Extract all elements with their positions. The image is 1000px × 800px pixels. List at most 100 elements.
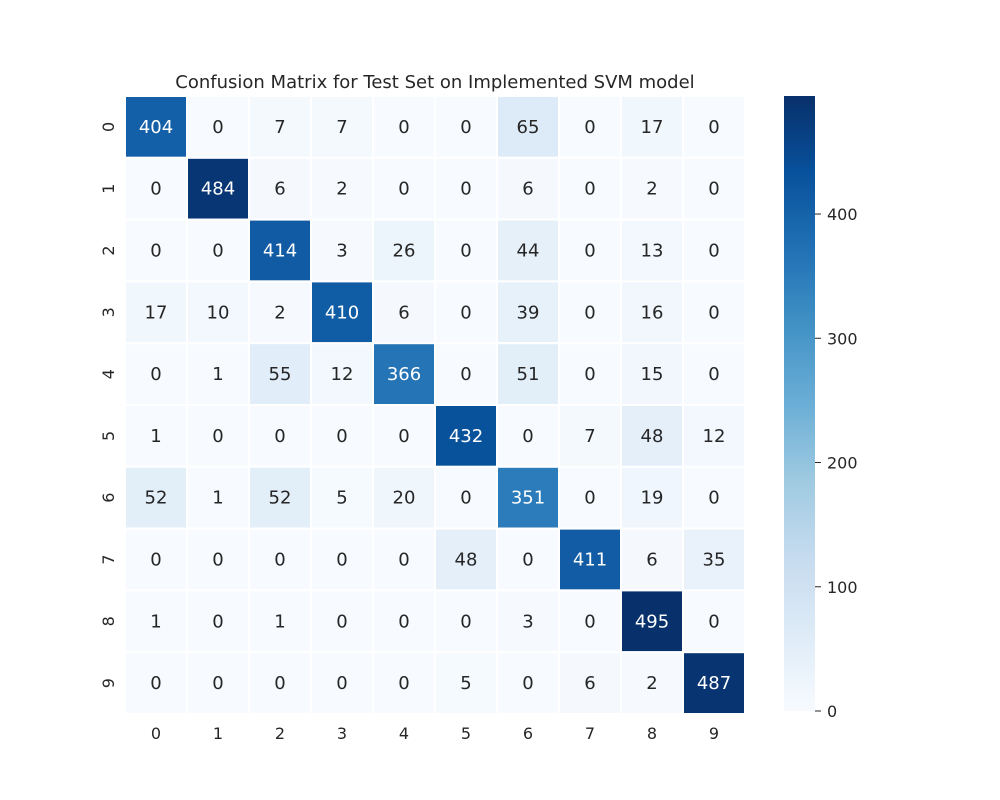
heatmap-cell xyxy=(124,589,188,654)
cell-value-label: 0 xyxy=(150,241,161,262)
cell-value-label: 48 xyxy=(455,550,478,571)
heatmap-cell xyxy=(434,651,498,716)
cell-value-label: 0 xyxy=(460,179,471,200)
cell-value-label: 7 xyxy=(336,117,347,138)
cell-value-label: 2 xyxy=(274,302,285,323)
cell-value-label: 5 xyxy=(336,488,347,509)
cell-value-label: 2 xyxy=(336,179,347,200)
cell-value-label: 0 xyxy=(584,179,595,200)
cell-value-label: 0 xyxy=(584,241,595,262)
cell-value-label: 0 xyxy=(584,302,595,323)
heatmap-cell xyxy=(558,465,622,530)
x-tick-label: 6 xyxy=(523,724,533,743)
cell-value-label: 404 xyxy=(139,117,173,138)
cell-value-label: 0 xyxy=(708,241,719,262)
y-tick-label: 1 xyxy=(99,184,118,194)
cell-value-label: 0 xyxy=(336,673,347,694)
cell-value-label: 52 xyxy=(269,488,292,509)
cell-value-label: 12 xyxy=(703,426,726,447)
heatmap-cell xyxy=(682,342,746,407)
colorbar-tick-label: 0 xyxy=(827,702,837,721)
heatmap-cell xyxy=(496,280,560,345)
cell-value-label: 2 xyxy=(646,673,657,694)
heatmap-cell xyxy=(496,651,560,716)
x-tick-label: 5 xyxy=(461,724,471,743)
cell-value-label: 351 xyxy=(511,488,545,509)
x-tick-label: 0 xyxy=(151,724,161,743)
cell-value-label: 0 xyxy=(460,241,471,262)
cell-value-label: 484 xyxy=(201,179,235,200)
cell-value-label: 495 xyxy=(635,611,669,632)
heatmap-cell xyxy=(558,651,622,716)
cell-value-label: 0 xyxy=(460,611,471,632)
heatmap-cell xyxy=(682,527,746,592)
cell-value-label: 13 xyxy=(641,241,664,262)
cell-value-label: 7 xyxy=(584,426,595,447)
y-tick-label: 6 xyxy=(99,493,118,503)
cell-value-label: 0 xyxy=(150,550,161,571)
cell-value-label: 0 xyxy=(398,117,409,138)
cell-value-label: 2 xyxy=(646,179,657,200)
heatmap-cell xyxy=(434,95,498,159)
x-tick-label: 7 xyxy=(585,724,595,743)
x-tick-label: 8 xyxy=(647,724,657,743)
cell-value-label: 0 xyxy=(398,179,409,200)
cell-value-label: 0 xyxy=(212,426,223,447)
heatmap-cell xyxy=(434,280,498,345)
heatmap-cell xyxy=(620,527,684,592)
cell-value-label: 1 xyxy=(150,426,161,447)
cell-value-label: 17 xyxy=(145,302,168,323)
cell-value-label: 0 xyxy=(708,302,719,323)
cell-value-label: 6 xyxy=(274,179,285,200)
cell-value-label: 0 xyxy=(274,426,285,447)
cell-value-label: 0 xyxy=(708,488,719,509)
x-tick-label: 2 xyxy=(275,724,285,743)
cell-value-label: 411 xyxy=(573,550,607,571)
heatmap-cell xyxy=(496,218,560,283)
heatmap-cell xyxy=(248,218,312,283)
cell-value-label: 48 xyxy=(641,426,664,447)
cell-value-label: 26 xyxy=(393,241,416,262)
cell-value-label: 0 xyxy=(212,611,223,632)
y-tick-label: 4 xyxy=(99,369,118,379)
cell-value-label: 0 xyxy=(150,673,161,694)
y-axis-ticks: 0 1 2 3 4 5 6 7 8 9 xyxy=(99,122,118,688)
cell-value-label: 414 xyxy=(263,241,297,262)
cell-value-label: 0 xyxy=(336,426,347,447)
heatmap-cell xyxy=(124,218,188,283)
cell-value-label: 0 xyxy=(212,241,223,262)
heatmap-cell xyxy=(558,527,622,592)
cell-value-label: 0 xyxy=(522,550,533,571)
cell-value-label: 0 xyxy=(150,364,161,385)
heatmap-cells: 404 0 7 7 0 0 65 0 17 00 484 6 2 0 0 6 0 2 00 0 414 3 26 0 44 0 13… xyxy=(124,95,746,716)
cell-value-label: 0 xyxy=(212,673,223,694)
cell-value-label: 6 xyxy=(646,550,657,571)
cell-value-label: 0 xyxy=(460,364,471,385)
heatmap-cell xyxy=(682,465,746,530)
y-tick-label: 2 xyxy=(99,245,118,255)
cell-value-label: 0 xyxy=(398,550,409,571)
cell-value-label: 16 xyxy=(641,302,664,323)
heatmap-cell xyxy=(620,589,684,654)
cell-value-label: 20 xyxy=(393,488,416,509)
cell-value-label: 0 xyxy=(708,179,719,200)
cell-value-label: 0 xyxy=(150,179,161,200)
heatmap-cell xyxy=(682,218,746,283)
cell-value-label: 0 xyxy=(336,611,347,632)
cell-value-label: 0 xyxy=(708,117,719,138)
heatmap-cell xyxy=(124,404,188,468)
heatmap-cell xyxy=(434,465,498,530)
heatmap-cell xyxy=(310,527,374,592)
heatmap-cell xyxy=(496,465,560,530)
cell-value-label: 0 xyxy=(522,426,533,447)
heatmap-cell xyxy=(434,404,498,468)
x-tick-label: 3 xyxy=(337,724,347,743)
cell-value-label: 19 xyxy=(641,488,664,509)
cell-value-label: 6 xyxy=(398,302,409,323)
heatmap-cell xyxy=(620,342,684,407)
cell-value-label: 0 xyxy=(584,364,595,385)
cell-value-label: 12 xyxy=(331,364,354,385)
heatmap-cell xyxy=(372,404,436,468)
heatmap-cell xyxy=(186,156,250,221)
heatmap-cell xyxy=(620,218,684,283)
